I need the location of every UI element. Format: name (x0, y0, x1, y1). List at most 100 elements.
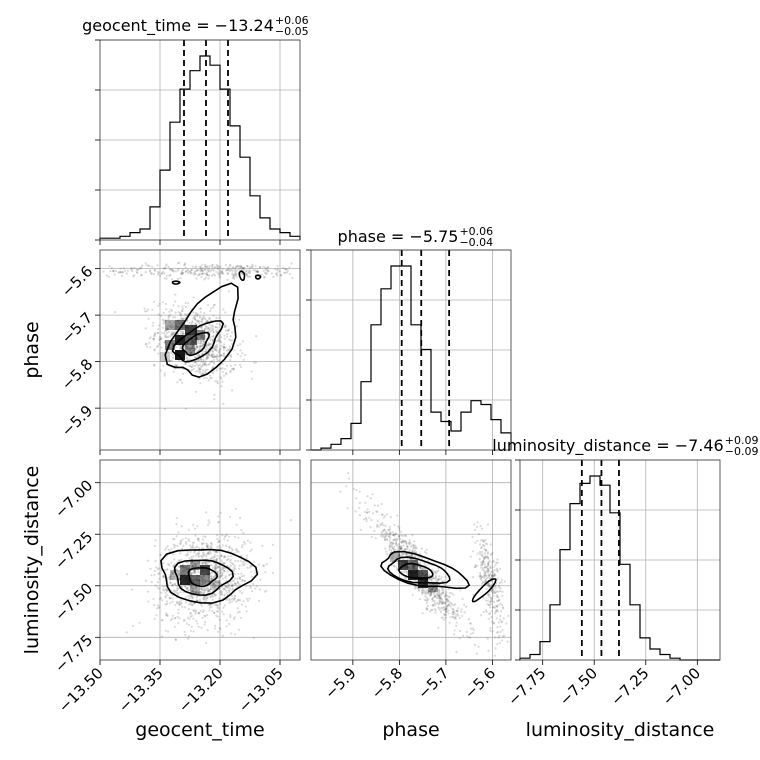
sample-point (193, 609, 196, 613)
sample-point (496, 605, 499, 608)
sample-point (190, 351, 193, 354)
sample-point (157, 352, 160, 355)
sample-point (180, 558, 183, 561)
sample-point (218, 573, 221, 576)
contour-line (386, 556, 451, 585)
sample-point (175, 591, 178, 594)
contour-line (398, 562, 434, 579)
sample-point (436, 591, 439, 595)
sample-point (435, 596, 438, 599)
sample-point (240, 546, 244, 549)
sample-point (502, 607, 505, 610)
sample-point (218, 627, 221, 630)
sample-point (454, 617, 457, 620)
sample-point (211, 566, 215, 569)
sample-point (223, 594, 226, 597)
sample-point (148, 341, 151, 344)
sample-point (157, 271, 160, 274)
sample-point (222, 272, 225, 275)
sample-point (157, 344, 160, 348)
sample-point (193, 570, 196, 573)
sample-point (172, 564, 175, 568)
sample-point (429, 593, 432, 596)
sample-point (445, 600, 448, 604)
sample-point (222, 567, 225, 570)
sample-point (189, 544, 192, 547)
sample-point (213, 567, 216, 570)
sample-point (215, 614, 218, 617)
sample-point (391, 542, 394, 546)
sample-point (438, 575, 441, 578)
sample-point (443, 602, 446, 605)
sample-point (190, 590, 193, 593)
sample-point (220, 593, 223, 596)
sample-point (175, 364, 178, 367)
sample-point (487, 649, 490, 652)
sample-point (204, 363, 207, 366)
sample-point (434, 611, 437, 614)
sample-point (406, 548, 409, 551)
sample-point (169, 576, 172, 580)
sample-point (164, 595, 167, 598)
sample-point (179, 346, 182, 349)
sample-point (232, 597, 235, 600)
sample-point (389, 531, 392, 534)
sample-point (499, 589, 502, 593)
sample-point (433, 577, 436, 580)
sample-point (461, 597, 464, 601)
sample-point (211, 583, 214, 586)
sample-point (173, 538, 176, 541)
sample-point (177, 608, 180, 611)
sample-point (204, 265, 207, 269)
sample-point (392, 542, 395, 545)
sample-point (200, 334, 203, 338)
sample-point (201, 582, 204, 585)
sample-point (486, 603, 489, 606)
sample-point (187, 608, 190, 611)
sample-point (219, 266, 222, 269)
sample-point (401, 534, 404, 538)
sample-point (388, 535, 391, 538)
sample-point (443, 584, 446, 587)
sample-point (462, 634, 465, 637)
sample-point (219, 511, 222, 514)
sample-point (216, 615, 220, 618)
sample-point (252, 269, 255, 272)
sample-point (490, 598, 493, 601)
sample-point (215, 349, 218, 352)
density-cell (180, 565, 190, 575)
sample-point (203, 334, 206, 337)
sample-point (163, 589, 166, 592)
sample-point (221, 268, 224, 271)
sample-point (478, 558, 481, 561)
sample-point (208, 588, 211, 592)
x-tick-label: −7.75 (504, 664, 549, 709)
sample-point (193, 541, 196, 544)
sample-point (192, 630, 195, 633)
sample-point (206, 368, 209, 371)
sample-point (202, 350, 205, 353)
sample-point (216, 266, 219, 269)
sample-point (265, 589, 268, 592)
sample-point (497, 596, 500, 599)
sample-point (484, 566, 487, 569)
sample-point (446, 594, 449, 598)
sample-point (194, 265, 198, 268)
sample-point (171, 583, 174, 586)
sample-point (431, 591, 434, 594)
sample-point (193, 571, 196, 574)
sample-point (203, 363, 206, 366)
sample-point (177, 559, 180, 562)
sample-point (231, 583, 234, 586)
sample-point (140, 274, 143, 277)
sample-point (171, 571, 174, 574)
sample-point (225, 598, 229, 601)
sample-point (262, 269, 265, 272)
sample-point (144, 327, 147, 330)
sample-point (189, 615, 192, 618)
sample-point (176, 381, 179, 384)
sample-point (491, 630, 494, 633)
sample-point (194, 313, 198, 316)
sample-point (497, 630, 500, 634)
sample-point (224, 264, 227, 267)
